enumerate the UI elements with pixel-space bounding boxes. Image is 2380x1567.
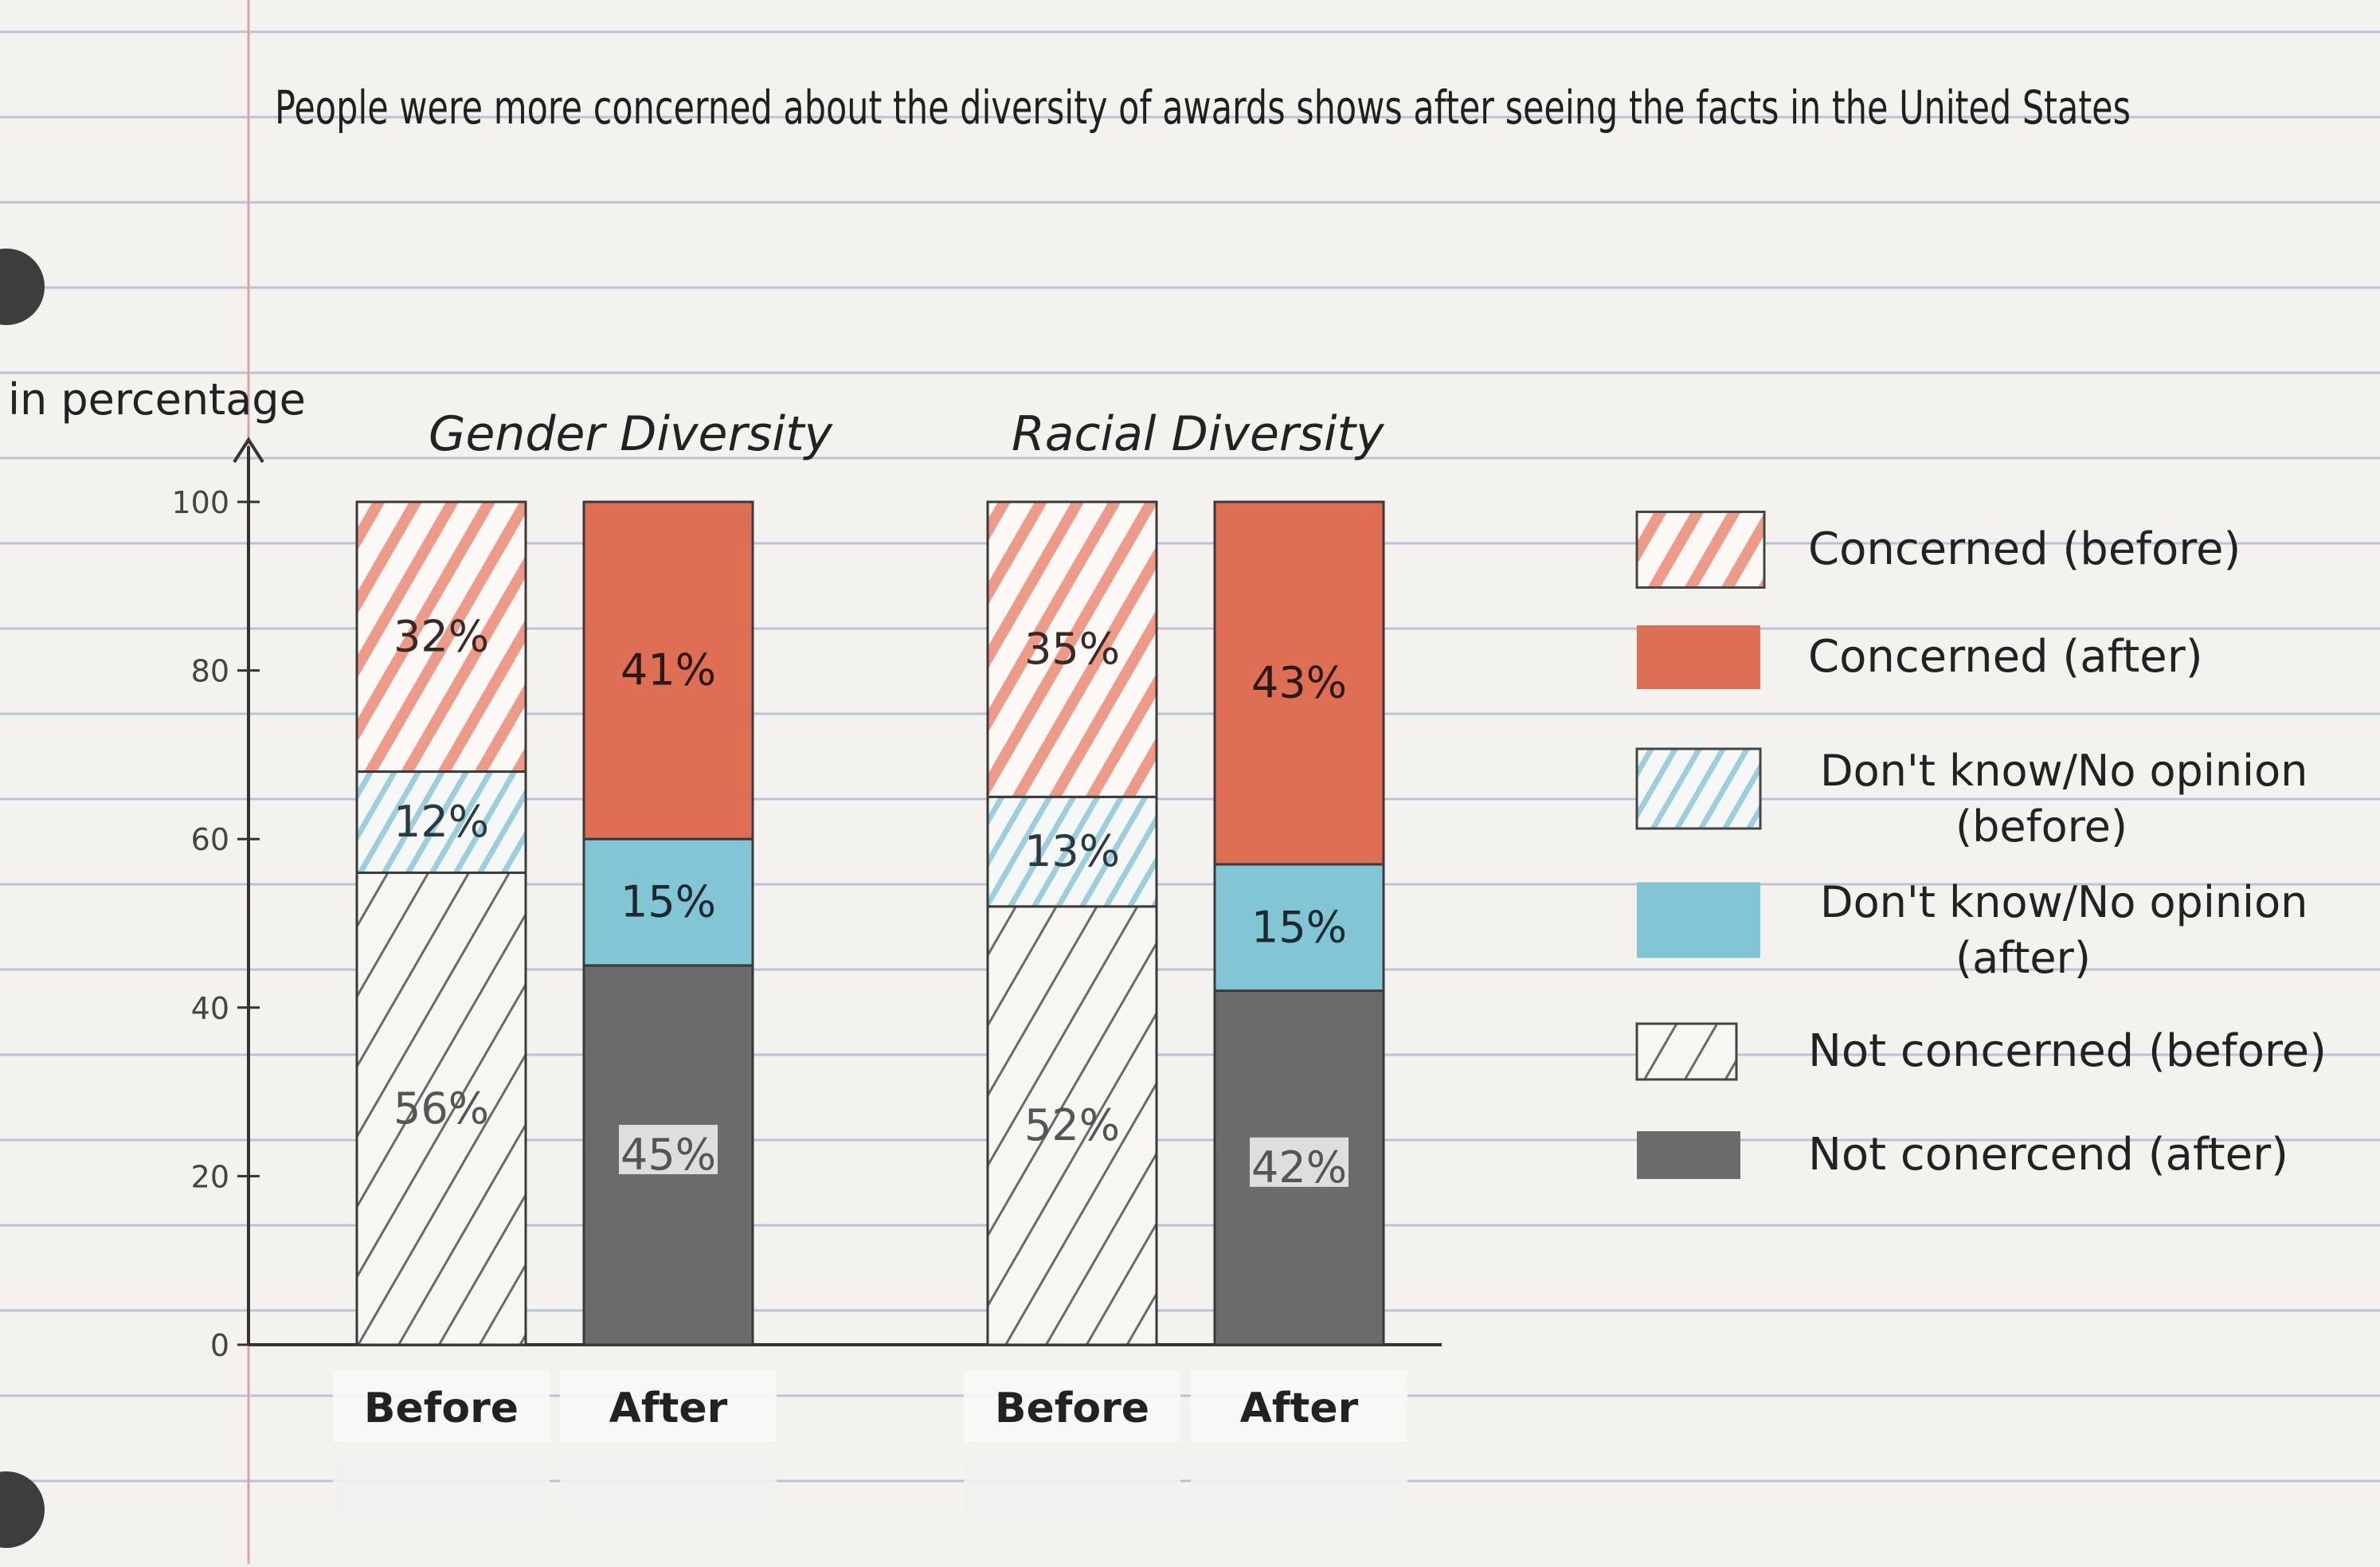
legend-label: Not concerned (before)	[1808, 1025, 2327, 1077]
x-labels-layer: Before After Before After	[333, 1370, 1407, 1518]
data-label: 56%	[393, 1083, 489, 1134]
data-label: 15%	[1251, 902, 1347, 952]
data-label: 12%	[393, 797, 489, 847]
x-tick-label: Before	[364, 1385, 519, 1432]
data-label: 35%	[1024, 624, 1120, 674]
x-label-tape	[964, 1370, 1180, 1442]
legend-label: Not conercend (after)	[1808, 1129, 2288, 1181]
binder-hole	[0, 1471, 45, 1548]
legend-swatch	[1635, 747, 1762, 830]
tape-strip	[964, 1454, 1180, 1518]
data-label: 42%	[1251, 1142, 1347, 1193]
tape-strip	[333, 1454, 550, 1518]
bar-segment	[355, 872, 527, 1346]
data-label-chip	[1250, 1137, 1349, 1187]
group-title: Racial Diversity	[1012, 406, 1385, 462]
legend-label: (before)	[1955, 801, 2128, 852]
data-label: 43%	[1251, 657, 1347, 707]
legend-swatch	[1635, 511, 1766, 589]
bar-segment	[986, 905, 1158, 1346]
y-tick-label: 20	[191, 1159, 229, 1194]
bars-layer: 56% 12% 32% 45% 15% 41% 52% 13% 35% 42% 15% 43%	[355, 500, 1385, 1346]
tape-strip	[1191, 1454, 1407, 1518]
y-tick-label: 100	[171, 485, 229, 520]
data-label-chip	[619, 1124, 718, 1174]
x-label-tape	[560, 1370, 777, 1442]
data-label: 15%	[620, 877, 716, 927]
bar-segment	[355, 770, 527, 875]
data-label: 52%	[1024, 1100, 1120, 1150]
legend-swatch	[1637, 625, 1760, 689]
data-label: 41%	[620, 645, 716, 695]
legend-label: (after)	[1955, 933, 2091, 983]
bar-segment	[986, 500, 1158, 798]
x-tick-label: After	[1240, 1385, 1359, 1432]
chart-title: People were more concerned about the div…	[275, 80, 2131, 135]
legend: Concerned (before) Concerned (after) Don't…	[1635, 511, 2327, 1181]
data-label: 32%	[393, 611, 489, 661]
tape-strip	[560, 1454, 777, 1518]
legend-label: Concerned (after)	[1808, 631, 2203, 683]
y-tick-label: 40	[191, 991, 229, 1026]
y-tick-label: 60	[191, 822, 229, 857]
data-label: 45%	[620, 1130, 716, 1180]
bar-segment	[582, 837, 754, 967]
bar-segment	[582, 500, 754, 840]
binder-holes	[0, 249, 45, 1548]
y-tick-label: 80	[191, 654, 229, 689]
y-axis-arrow	[233, 437, 264, 464]
y-tick-label: 0	[210, 1328, 229, 1363]
y-axis-label: in percentage	[8, 374, 306, 425]
data-label: 13%	[1024, 826, 1120, 876]
legend-swatch	[1637, 882, 1760, 958]
x-label-tape	[333, 1370, 550, 1442]
bar-segment	[1213, 500, 1385, 866]
binder-hole	[0, 249, 45, 325]
x-label-tape	[1191, 1370, 1407, 1442]
group-title: Gender Diversity	[429, 406, 834, 462]
bar-segment	[986, 795, 1158, 908]
bar-segment	[355, 500, 527, 774]
x-tick-label: Before	[995, 1385, 1149, 1432]
legend-swatch	[1635, 1022, 1738, 1081]
legend-label: Don't know/No opinion	[1820, 877, 2308, 927]
legend-label: Don't know/No opinion	[1820, 746, 2308, 796]
x-tick-label: After	[609, 1385, 728, 1432]
legend-swatch	[1637, 1131, 1740, 1179]
legend-label: Concerned (before)	[1808, 523, 2241, 575]
